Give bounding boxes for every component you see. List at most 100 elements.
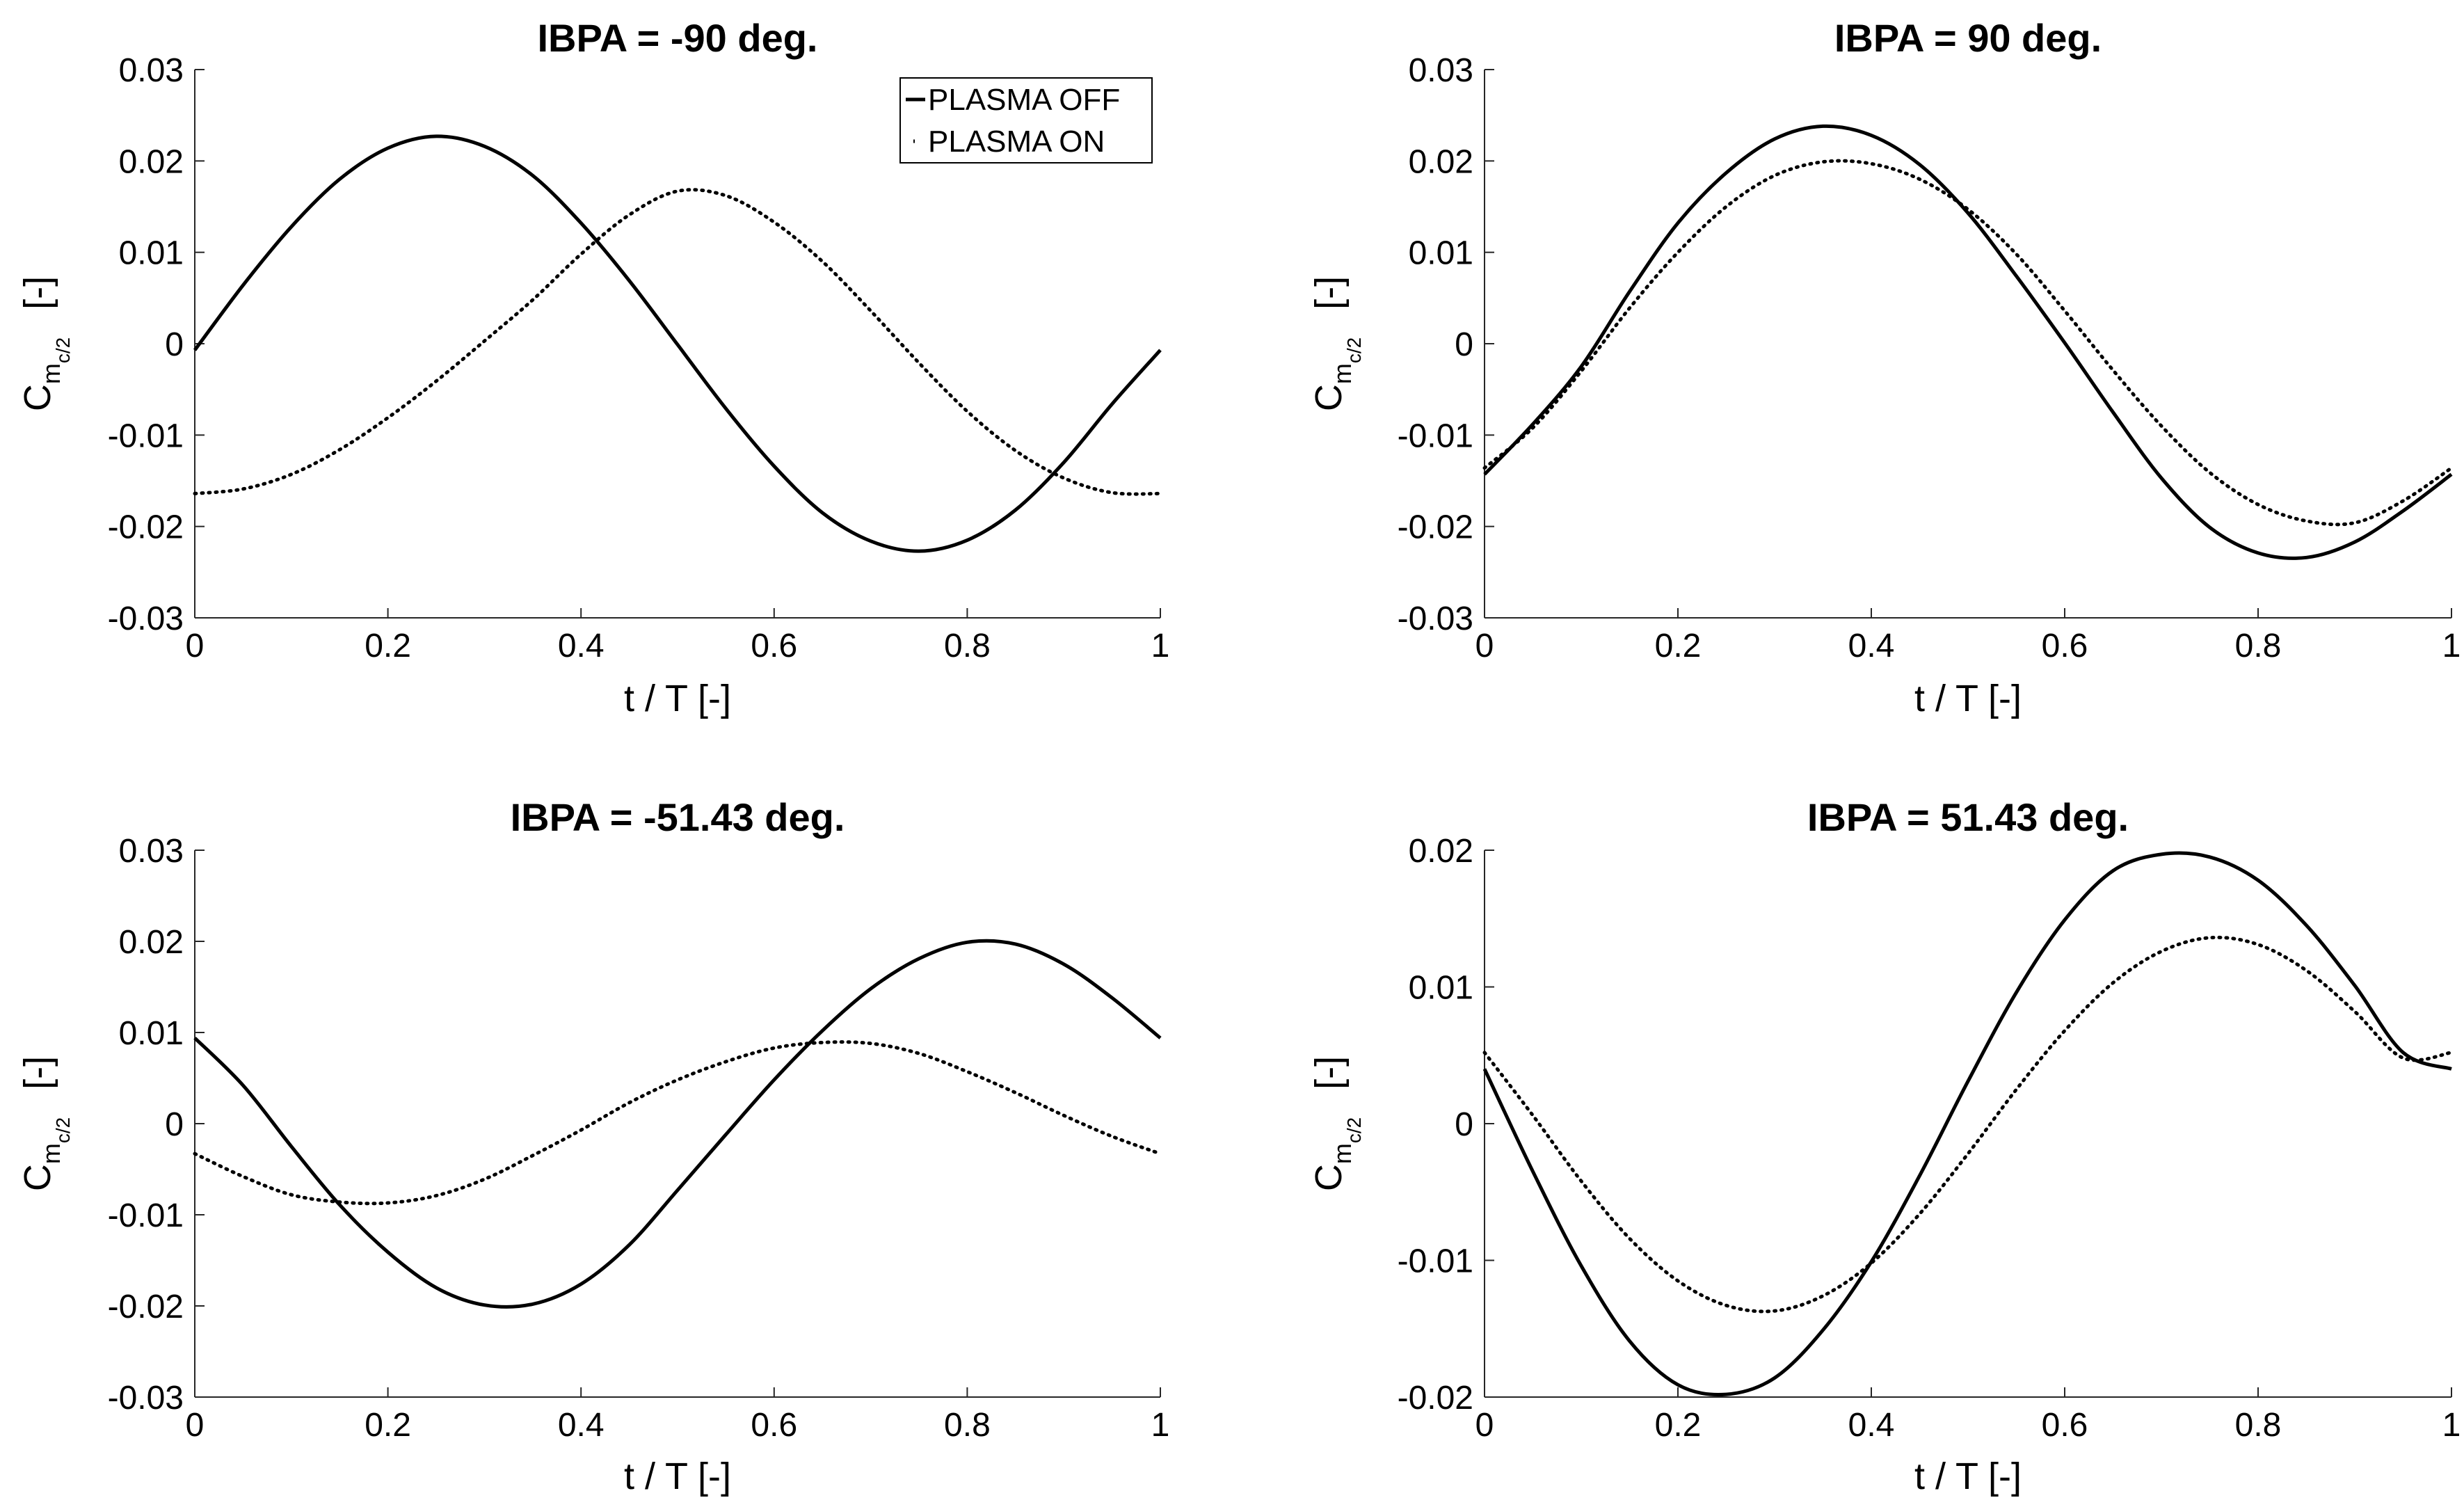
tick-labels: 0 0.2 0.4 0.6 0.8 1 -0.03 -0.02 -0.01 0 0.01 0.02 0.… bbox=[1398, 52, 2461, 664]
axes bbox=[1484, 850, 2452, 1398]
y-axis-label-sub: m bbox=[37, 363, 65, 384]
tick-labels: 0 0.2 0.4 0.6 0.8 1 -0.03 -0.02 -0.01 0 0.01 0.02 0.… bbox=[108, 833, 1170, 1444]
plot-ibpa-90: IBPA = 90 deg. 0 0.2 0.4 0.6 0.8 1 -0.03 -0.02 -… bbox=[1308, 16, 2461, 719]
x-axis-label: t / T [-] bbox=[1914, 678, 2022, 719]
x-tick-label: 0 bbox=[1475, 1407, 1494, 1444]
x-tick-label: 0.4 bbox=[558, 1407, 605, 1444]
x-tick-label: 0.6 bbox=[751, 628, 797, 664]
series-line-plasma-off bbox=[1482, 851, 2452, 1396]
series-group bbox=[1482, 124, 2454, 560]
legend-label-plasma-off: PLASMA OFF bbox=[928, 83, 1120, 117]
x-axis-label: t / T [-] bbox=[1914, 1456, 2022, 1497]
y-axis-label-sub: m bbox=[1328, 1143, 1357, 1164]
plot-ibpa-51-43: IBPA = 51.43 deg. 0 0.2 0.4 0.6 0.8 1 -0.02 -0.… bbox=[1308, 795, 2461, 1497]
y-tick-label: 0.01 bbox=[1409, 235, 1473, 272]
y-axis-label-sub: m bbox=[37, 1143, 65, 1164]
y-axis-label-main: C bbox=[17, 1164, 58, 1191]
y-tick-label: 0 bbox=[165, 1106, 184, 1143]
plot-ibpa-neg51-43: IBPA = -51.43 deg. 0 0.2 0.4 0.6 0.8 1 -0.03 -0… bbox=[17, 795, 1169, 1497]
y-tick-label: -0.01 bbox=[1398, 1243, 1473, 1280]
plot-title: IBPA = -51.43 deg. bbox=[511, 795, 845, 839]
plot-title: IBPA = 51.43 deg. bbox=[1807, 795, 2129, 839]
x-tick-label: 0.8 bbox=[944, 628, 991, 664]
y-tick-label: 0.02 bbox=[119, 924, 184, 961]
y-tick-label: 0.03 bbox=[119, 52, 184, 89]
x-tick-label: 1 bbox=[1151, 628, 1170, 664]
series-line-plasma-off bbox=[1483, 124, 2453, 560]
y-tick-label: 0.01 bbox=[119, 235, 184, 272]
y-axis-label: Cmc/2 [-] bbox=[1308, 1056, 1365, 1191]
svg-text:Cmc/2[-]: Cmc/2 [-] bbox=[1308, 1056, 1365, 1191]
series-line-plasma-on bbox=[1482, 159, 2454, 527]
x-tick-label: 1 bbox=[2442, 1407, 2461, 1444]
y-tick-label: -0.02 bbox=[1398, 1380, 1473, 1417]
y-tick-label: 0.02 bbox=[1409, 143, 1473, 180]
series-group bbox=[193, 134, 1162, 553]
x-tick-label: 0.8 bbox=[2235, 628, 2282, 664]
y-tick-label: -0.01 bbox=[1398, 417, 1473, 454]
y-tick-label: 0.02 bbox=[119, 143, 184, 180]
y-tick-label: 0 bbox=[1455, 326, 1473, 363]
x-tick-label: 0.2 bbox=[1655, 628, 1702, 664]
y-axis-label-unit: [-] bbox=[1308, 1056, 1350, 1090]
axes bbox=[194, 850, 1161, 1398]
x-tick-label: 0.4 bbox=[558, 628, 605, 664]
legend-label-plasma-on: PLASMA ON bbox=[928, 125, 1105, 159]
y-axis-label-main: C bbox=[17, 384, 58, 411]
plot-title: IBPA = -90 deg. bbox=[538, 16, 818, 60]
x-tick-label: 0 bbox=[1475, 628, 1494, 664]
x-tick-label: 0.6 bbox=[2042, 1407, 2088, 1444]
y-tick-label: -0.03 bbox=[108, 1380, 184, 1417]
y-tick-label: 0.02 bbox=[1409, 833, 1473, 870]
y-axis-label-unit: [-] bbox=[1308, 276, 1350, 310]
y-tick-label: -0.02 bbox=[108, 509, 184, 546]
x-tick-label: 1 bbox=[1151, 1407, 1170, 1444]
series-line-plasma-on bbox=[193, 188, 1162, 496]
x-tick-label: 0.6 bbox=[751, 1407, 797, 1444]
svg-text:Cmc/2[-]: Cmc/2 [-] bbox=[17, 1056, 74, 1191]
series-group bbox=[193, 939, 1162, 1309]
x-tick-label: 0.4 bbox=[1848, 628, 1895, 664]
axes bbox=[194, 69, 1161, 619]
y-axis-label-subsub: c/2 bbox=[52, 337, 74, 363]
axes bbox=[1484, 69, 2452, 619]
series-line-plasma-off bbox=[193, 134, 1162, 553]
x-tick-label: 0.4 bbox=[1848, 1407, 1895, 1444]
series-line-plasma-on bbox=[193, 1040, 1162, 1206]
y-tick-label: 0.01 bbox=[1409, 970, 1473, 1007]
y-axis-label-unit: [-] bbox=[17, 1056, 58, 1090]
y-axis-label: Cmc/2 [-] bbox=[1308, 276, 1365, 411]
x-tick-label: 1 bbox=[2442, 628, 2461, 664]
x-tick-label: 0.2 bbox=[1655, 1407, 1702, 1444]
series-line-plasma-off bbox=[193, 939, 1162, 1309]
x-tick-label: 0.8 bbox=[2235, 1407, 2282, 1444]
x-tick-label: 0 bbox=[186, 628, 205, 664]
y-tick-label: 0.03 bbox=[1409, 52, 1473, 89]
y-axis-label: Cmc/2 [-] bbox=[17, 276, 74, 411]
tick-labels: 0 0.2 0.4 0.6 0.8 1 -0.03 -0.02 -0.01 0 0.01 0.02 0.… bbox=[108, 52, 1170, 664]
y-axis-label-main: C bbox=[1308, 384, 1350, 411]
x-tick-label: 0 bbox=[186, 1407, 205, 1444]
y-tick-label: -0.02 bbox=[1398, 509, 1473, 546]
x-axis-label: t / T [-] bbox=[624, 678, 731, 719]
plot-ibpa-neg90: IBPA = -90 deg. 0 0.2 0.4 0.6 0.8 1 -0.03 -0.02… bbox=[17, 16, 1169, 719]
y-tick-label: 0 bbox=[165, 326, 184, 363]
series-group bbox=[1482, 851, 2454, 1396]
y-axis-label-subsub: c/2 bbox=[52, 1117, 74, 1143]
plot-title: IBPA = 90 deg. bbox=[1834, 16, 2102, 60]
x-tick-label: 0.2 bbox=[365, 628, 411, 664]
x-tick-label: 0.8 bbox=[944, 1407, 991, 1444]
y-tick-label: -0.01 bbox=[108, 417, 184, 454]
tick-labels: 0 0.2 0.4 0.6 0.8 1 -0.02 -0.01 0 0.01 0.02 bbox=[1398, 833, 2461, 1444]
y-tick-label: 0 bbox=[1455, 1106, 1473, 1143]
y-tick-label: -0.03 bbox=[1398, 600, 1473, 637]
y-tick-label: 0.01 bbox=[119, 1015, 184, 1052]
legend-box bbox=[899, 77, 1153, 164]
svg-text:Cmc/2[-]: Cmc/2 [-] bbox=[1308, 276, 1365, 411]
legend: PLASMA OFF PLASMA ON bbox=[899, 77, 1153, 164]
x-tick-label: 0.2 bbox=[365, 1407, 411, 1444]
y-tick-label: -0.02 bbox=[108, 1289, 184, 1325]
y-axis-label-subsub: c/2 bbox=[1343, 1117, 1365, 1143]
y-tick-label: -0.03 bbox=[108, 600, 184, 637]
